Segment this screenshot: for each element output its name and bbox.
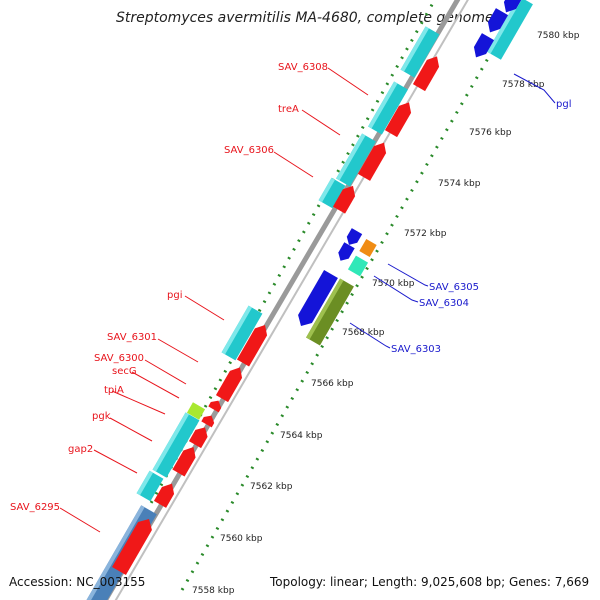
label-SAV_6300[interactable]: SAV_6300 [94,353,144,364]
gene-olive-6303[interactable] [306,278,354,346]
gene-red-6307[interactable] [357,139,390,181]
scale-label-7566: 7566 kbp [311,379,354,389]
label-SAV_6306[interactable]: SAV_6306 [224,145,274,156]
gene-cyan-6306[interactable] [318,177,346,209]
gene-cyan-tpiA[interactable] [152,412,200,478]
gene-red-6308[interactable] [412,53,443,92]
label-SAV_6303[interactable]: SAV_6303 [391,344,441,355]
gene-orange-6305[interactable] [359,238,377,258]
leader-SAV_6303 [349,322,391,349]
scale-tick-ruler [180,0,524,591]
label-secG[interactable]: secG [112,366,137,377]
leader-secG [131,371,180,399]
label-SAV_6308[interactable]: SAV_6308 [278,62,328,73]
scale-label-7578: 7578 kbp [502,80,545,90]
scale-label-7564: 7564 kbp [280,431,323,441]
gene-red-6300[interactable] [208,398,223,413]
gene-blue-6303[interactable] [294,270,338,330]
leader-pgl [513,73,556,104]
gene-cyan-pgl[interactable] [487,0,533,60]
gene-cyan-treA[interactable] [336,133,376,187]
label-tpiA[interactable]: tpiA [104,385,124,396]
leader-SAV_6305 [387,263,429,287]
label-SAV_6305[interactable]: SAV_6305 [429,282,479,293]
gene-lime-secG[interactable] [186,402,206,420]
gene-cyan-gap2[interactable] [136,470,164,502]
leader-SAV_6301 [157,338,199,363]
leader-treA [301,109,341,136]
gene-red-treA[interactable] [384,99,415,138]
gene-red-pgi[interactable] [236,321,271,367]
leader-pgi [184,295,225,321]
accession-text: Accession: NC_003155 [9,575,145,589]
leader-pgk [109,417,153,442]
label-gap2[interactable]: gap2 [68,444,93,455]
gene-mint-6304[interactable] [347,255,369,277]
gene-red-6301[interactable] [215,364,246,403]
leader-SAV_6308 [327,67,369,96]
label-treA[interactable]: treA [278,104,299,115]
gene-blue-6305b[interactable] [335,242,355,264]
gene-blue-6305a[interactable] [344,228,363,248]
map-title: Streptomyces avermitilis MA-4680, comple… [116,10,494,26]
label-pgl[interactable]: pgl [556,99,571,110]
gene-red-6296[interactable] [112,515,156,575]
gene-red-gap2[interactable] [153,480,178,508]
scale-label-7572: 7572 kbp [404,229,447,239]
scale-label-7574: 7574 kbp [438,179,481,189]
gene-red-tpiA[interactable] [188,424,211,449]
label-pgi[interactable]: pgi [167,290,182,301]
gene-cyan-pgi[interactable] [221,305,263,361]
label-SAV_6301[interactable]: SAV_6301 [107,332,157,343]
scale-label-7580: 7580 kbp [537,31,580,41]
leader-SAV_6300 [144,359,187,385]
gene-blue-rev-1[interactable] [470,33,495,61]
scale-label-7560: 7560 kbp [220,534,263,544]
gene-cyan-6308[interactable] [400,26,440,78]
leader-SAV_6306 [273,151,314,178]
leader-gap2 [93,449,138,474]
leader-SAV_6304 [373,275,419,303]
genome-summary-text: Topology: linear; Length: 9,025,608 bp; … [269,575,589,589]
gene-blue-rev-3[interactable] [500,0,525,16]
gene-red-6306[interactable] [332,182,359,214]
scale-label-7558: 7558 kbp [192,586,235,596]
leader-SAV_6295 [59,507,101,533]
label-SAV_6295[interactable]: SAV_6295 [10,502,60,513]
gene-cyan-6307[interactable] [368,81,408,135]
label-pgk[interactable]: pgk [92,411,111,422]
forward-tick-ruler [100,0,437,591]
scale-label-7562: 7562 kbp [250,482,293,492]
gene-red-secG[interactable] [201,413,216,428]
scale-label-7568: 7568 kbp [342,328,385,338]
leader-tpiA [111,390,166,415]
scale-label-7570: 7570 kbp [372,279,415,289]
gene-blue-rev-2[interactable] [484,8,509,36]
scale-label-7576: 7576 kbp [469,128,512,138]
label-SAV_6304[interactable]: SAV_6304 [419,298,469,309]
gene-red-pgk[interactable] [172,444,199,477]
